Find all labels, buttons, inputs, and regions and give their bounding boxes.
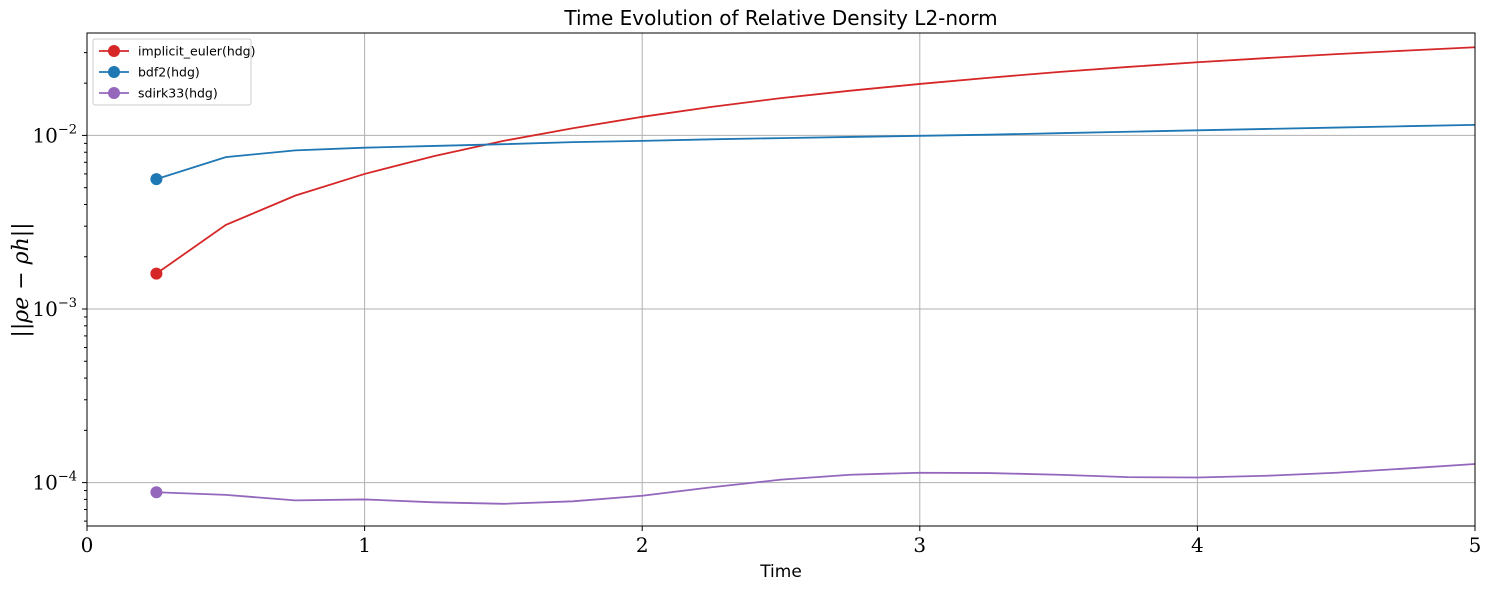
- x-tick-label: 5: [1469, 533, 1482, 557]
- legend-box: [92, 38, 252, 106]
- series-marker: [150, 486, 163, 499]
- x-tick-label: 4: [1191, 533, 1204, 557]
- x-tick-label: 1: [358, 533, 371, 557]
- x-tick-label: 0: [81, 533, 94, 557]
- series-line: [156, 463, 1476, 505]
- chart-title: Time Evolution of Relative Density L2-no…: [563, 6, 997, 30]
- y-tick-label: 10−2: [32, 122, 77, 147]
- x-tick-label: 2: [636, 533, 649, 557]
- legend-label: sdirk33(hdg): [138, 86, 218, 101]
- legend-marker: [108, 66, 120, 78]
- series-marker: [150, 267, 163, 280]
- axis-ticks: 0 1 2 3 4 5 10−4 10−3 10−2: [32, 52, 1482, 557]
- series-line: [155, 46, 1476, 275]
- legend-marker: [108, 45, 120, 57]
- grid-lines: [87, 33, 1475, 526]
- legend-label: implicit_euler(hdg): [138, 44, 256, 59]
- legend-label: bdf2(hdg): [138, 65, 200, 80]
- x-tick-label: 3: [913, 533, 926, 557]
- series-marker: [150, 173, 163, 186]
- series-lines: [150, 46, 1476, 505]
- legend-marker: [108, 87, 120, 99]
- legend: implicit_euler(hdg) bdf2(hdg) sdirk33(hdg): [92, 38, 256, 106]
- x-axis-label: Time: [759, 562, 802, 582]
- series-line: [156, 123, 1476, 180]
- y-axis-label: ||ρe − ρh||: [9, 222, 34, 337]
- y-tick-label: 10−3: [32, 296, 77, 321]
- plot-frame: [86, 32, 1476, 527]
- y-tick-label: 10−4: [32, 470, 77, 495]
